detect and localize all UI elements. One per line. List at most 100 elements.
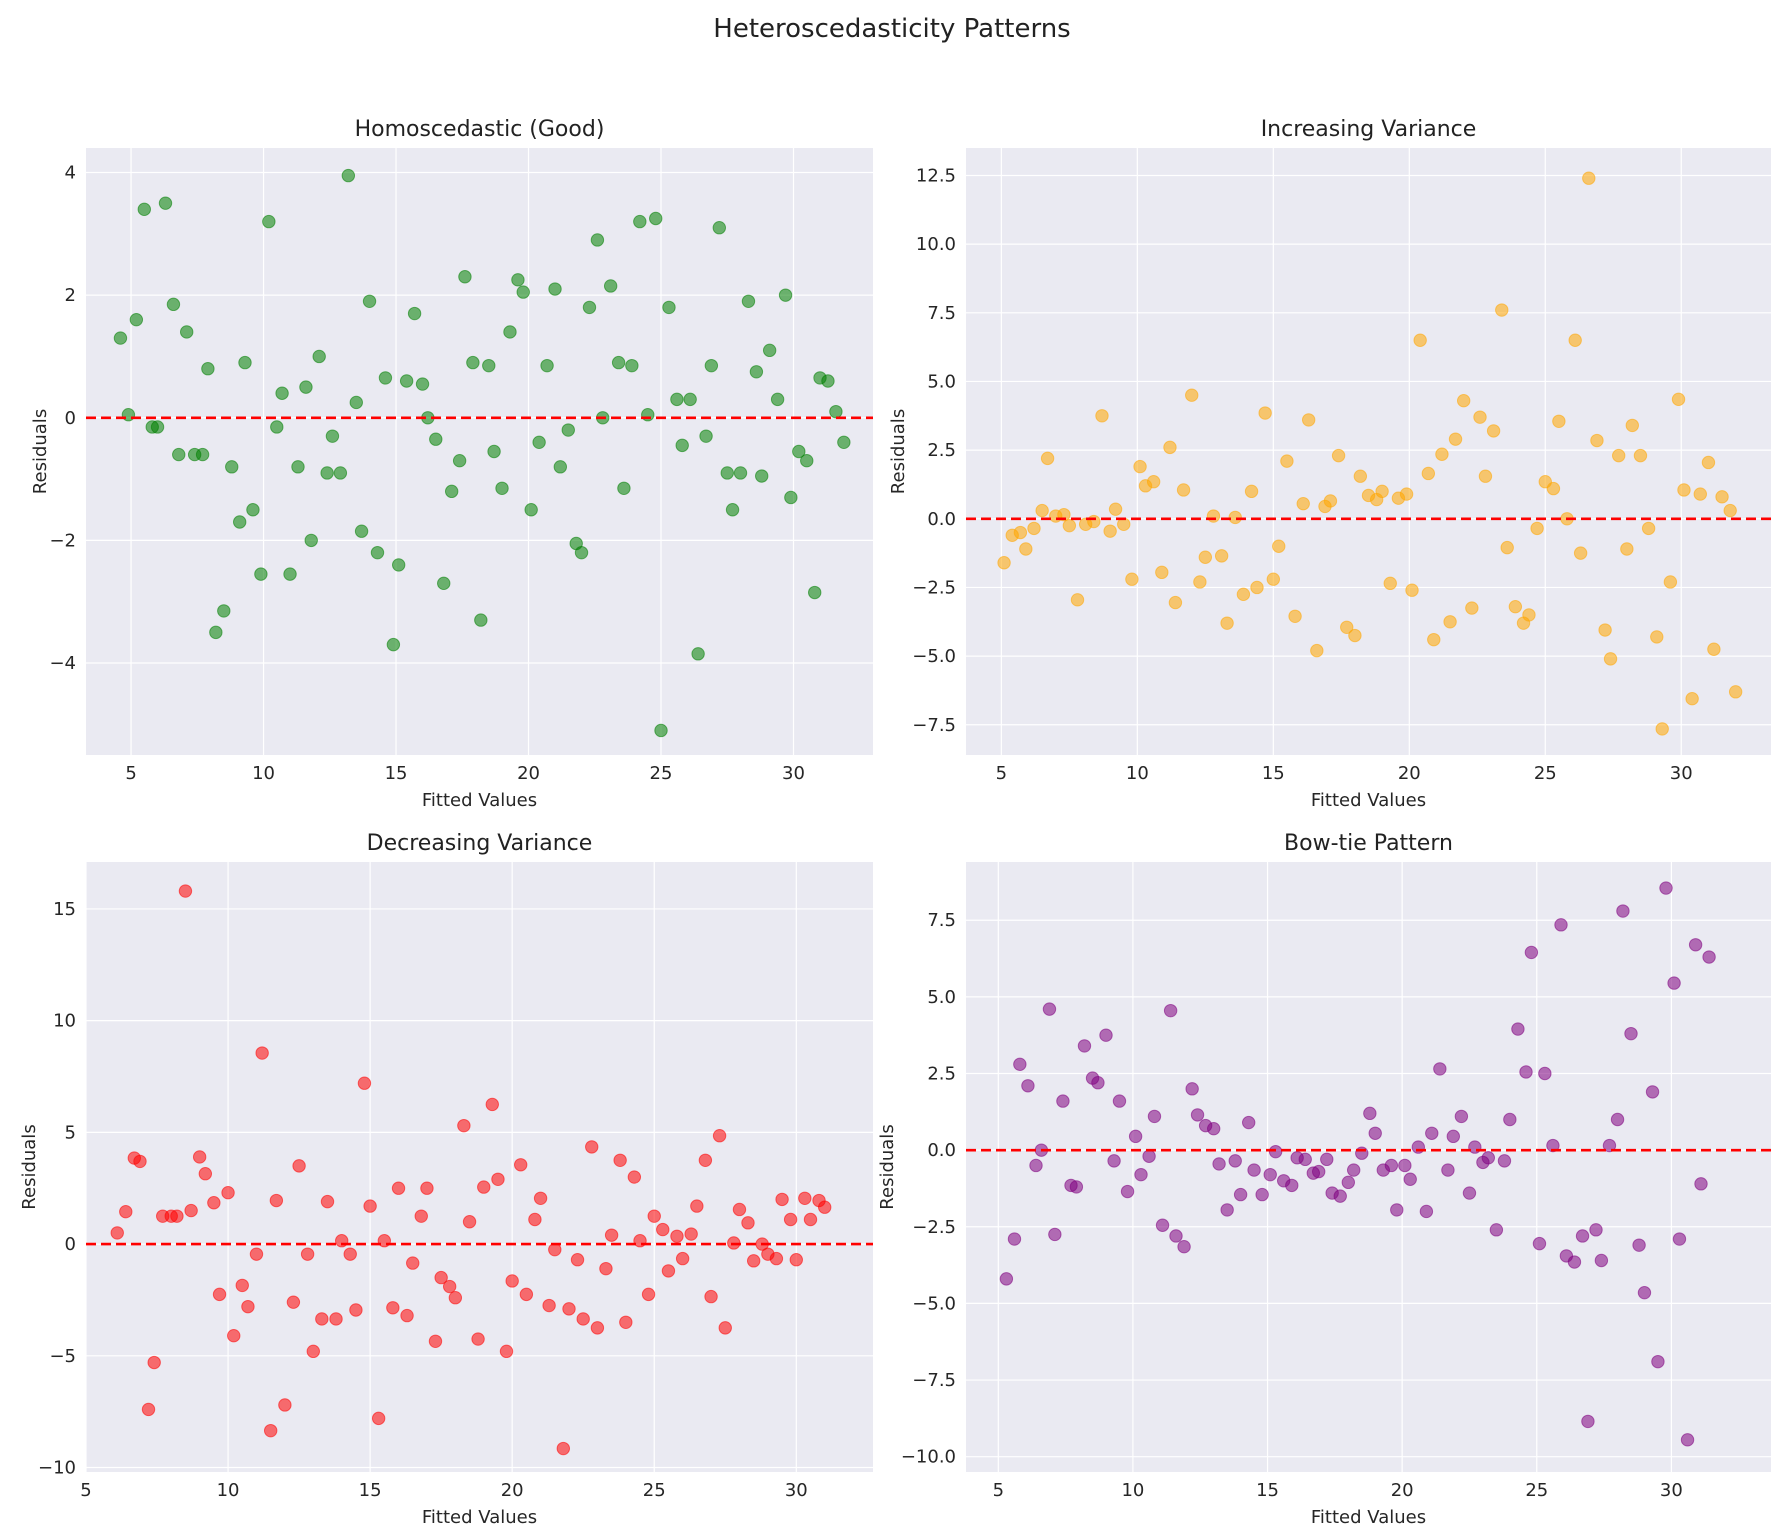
scatter-point	[1035, 503, 1049, 518]
scatter-point	[661, 1264, 676, 1278]
scatter-point	[1511, 1022, 1525, 1036]
scatter-point	[1340, 620, 1354, 634]
scatter-point	[627, 1170, 642, 1184]
y-axis-label: Residuals	[19, 1124, 40, 1209]
scatter-point	[1633, 448, 1648, 463]
scatter-point	[150, 420, 165, 434]
x-tick-label: 15	[1262, 763, 1285, 784]
scatter-point	[1688, 938, 1703, 952]
scatter-point	[110, 1226, 124, 1240]
x-tick-label: 15	[359, 1480, 382, 1501]
scatter-point	[1193, 575, 1207, 589]
scatter-point	[457, 1118, 471, 1133]
scatter-point	[1198, 550, 1213, 564]
panel-bow-tie: 5 10 15 20 25 30 −10.0 −7.5 −5.0 −2.5 0.0 2.5 5.0 7.5…	[877, 831, 1771, 1528]
x-tick-label: 25	[1525, 1480, 1548, 1501]
scatter-point	[789, 1253, 803, 1267]
scatter-point	[762, 343, 777, 358]
scatter-point	[391, 558, 406, 572]
scatter-point	[349, 1303, 363, 1317]
scatter-point	[684, 1227, 698, 1241]
scatter-point	[262, 214, 276, 229]
scatter-point	[808, 585, 822, 600]
scatter-point	[1272, 539, 1286, 553]
scatter-point	[533, 1191, 548, 1205]
scatter-point	[792, 444, 806, 459]
x-tick-label: 20	[501, 1480, 524, 1501]
scatter-point	[1029, 1158, 1043, 1173]
scatter-point	[798, 1191, 812, 1205]
scatter-point	[1589, 1223, 1603, 1237]
scatter-point	[119, 1204, 133, 1219]
y-tick-label: 10.0	[916, 234, 956, 255]
y-tick-label: −2.5	[912, 577, 956, 598]
x-tick-label: 30	[782, 763, 805, 784]
scatter-point	[1624, 1026, 1638, 1041]
scatter-point	[1258, 406, 1272, 420]
scatter-point	[749, 365, 764, 379]
scatter-point	[503, 325, 517, 339]
scatter-point	[357, 1076, 372, 1090]
scatter-point	[1399, 487, 1414, 501]
scatter-point	[641, 1287, 656, 1302]
scatter-point	[1473, 410, 1487, 424]
scatter-point	[603, 279, 618, 293]
scatter-point	[675, 1251, 690, 1266]
scatter-point	[158, 196, 173, 210]
y-tick-label: 0.0	[927, 509, 956, 530]
scatter-point	[414, 1209, 428, 1223]
scatter-point	[1146, 475, 1161, 489]
scatter-point	[292, 1159, 306, 1173]
scatter-point	[349, 395, 363, 410]
x-tick-label: 25	[643, 1480, 666, 1501]
scatter-point	[1582, 171, 1596, 185]
scatter-point	[249, 1247, 264, 1261]
scatter-point	[1013, 1057, 1027, 1072]
scatter-point	[286, 1295, 301, 1309]
scatter-point	[444, 484, 459, 499]
y-tick-label: 5.0	[927, 987, 956, 1008]
scatter-point	[195, 447, 210, 462]
scatter-point	[1236, 587, 1251, 602]
scatter-point	[1598, 623, 1612, 637]
scatter-point	[1663, 575, 1678, 589]
scatter-point	[246, 503, 260, 517]
scatter-point	[341, 168, 356, 183]
scatter-point	[1478, 469, 1493, 483]
scatter-point	[283, 567, 297, 581]
scatter-point	[471, 1332, 485, 1346]
scatter-point	[371, 1411, 386, 1426]
scatter-point	[370, 545, 385, 560]
scatter-point	[1353, 469, 1368, 483]
scatter-point	[1603, 652, 1618, 666]
scatter-point	[1268, 1144, 1283, 1159]
scatter-point	[505, 1274, 519, 1288]
x-axis-label: Fitted Values	[1311, 790, 1426, 811]
x-tick-label: 10	[1126, 763, 1149, 784]
scatter-point	[254, 567, 268, 581]
scatter-point	[1320, 1152, 1334, 1167]
scatter-point	[325, 429, 340, 443]
y-axis-label: Residuals	[877, 1124, 898, 1209]
scatter-point	[1147, 1109, 1162, 1124]
scatter-point	[1446, 1129, 1461, 1144]
scatter-point	[1645, 1085, 1660, 1099]
scatter-point	[1413, 333, 1427, 347]
scatter-point	[1241, 1115, 1256, 1130]
x-tick-label: 25	[650, 763, 673, 784]
scatter-point	[1070, 593, 1085, 607]
scatter-point	[133, 1154, 147, 1169]
x-tick-label: 15	[1256, 1480, 1279, 1501]
scatter-point	[1027, 521, 1041, 536]
y-tick-label: −10.0	[901, 1447, 956, 1468]
scatter-point	[770, 392, 785, 407]
scatter-point	[647, 1209, 661, 1223]
scatter-point	[487, 444, 501, 459]
scatter-point	[1176, 483, 1191, 497]
scatter-point	[1427, 632, 1441, 647]
plot-area	[86, 148, 873, 755]
scatter-point	[1693, 487, 1707, 501]
scatter-point	[1641, 521, 1656, 536]
scatter-point	[1723, 503, 1737, 518]
scatter-point	[1419, 1204, 1434, 1219]
